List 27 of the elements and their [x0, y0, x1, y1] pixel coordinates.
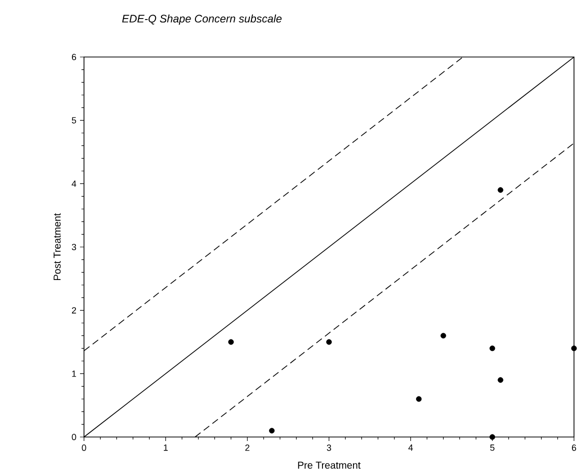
- point: [269, 428, 275, 434]
- x-axis-title: Pre Treatment: [298, 462, 361, 469]
- point: [416, 396, 422, 402]
- x-tick-label: 3: [326, 444, 332, 451]
- point: [326, 339, 332, 345]
- y-tick-label: 6: [72, 54, 76, 60]
- x-tick-label: 1: [164, 444, 168, 451]
- point: [490, 434, 496, 440]
- x-tick-label: 6: [572, 444, 576, 451]
- y-tick-label: 0: [72, 434, 76, 440]
- y-tick-label: 1: [72, 370, 76, 377]
- x-tick-label: 4: [408, 444, 413, 451]
- point: [571, 346, 577, 352]
- point: [490, 346, 496, 352]
- point: [440, 332, 446, 338]
- point: [228, 339, 234, 345]
- chart-title: EDE-Q Shape Concern subscale: [122, 14, 282, 25]
- y-axis-title: Post Treatment: [54, 213, 61, 280]
- y-tick-label: 5: [72, 117, 76, 124]
- x-tick-label: 0: [82, 444, 86, 451]
- x-tick-label: 5: [490, 444, 494, 451]
- y-tick-label: 3: [72, 244, 76, 250]
- y-tick-label: 2: [72, 307, 76, 314]
- y-tick-label: 4: [72, 180, 76, 187]
- point: [498, 377, 504, 383]
- point: [498, 187, 504, 193]
- x-tick-label: 2: [245, 444, 250, 451]
